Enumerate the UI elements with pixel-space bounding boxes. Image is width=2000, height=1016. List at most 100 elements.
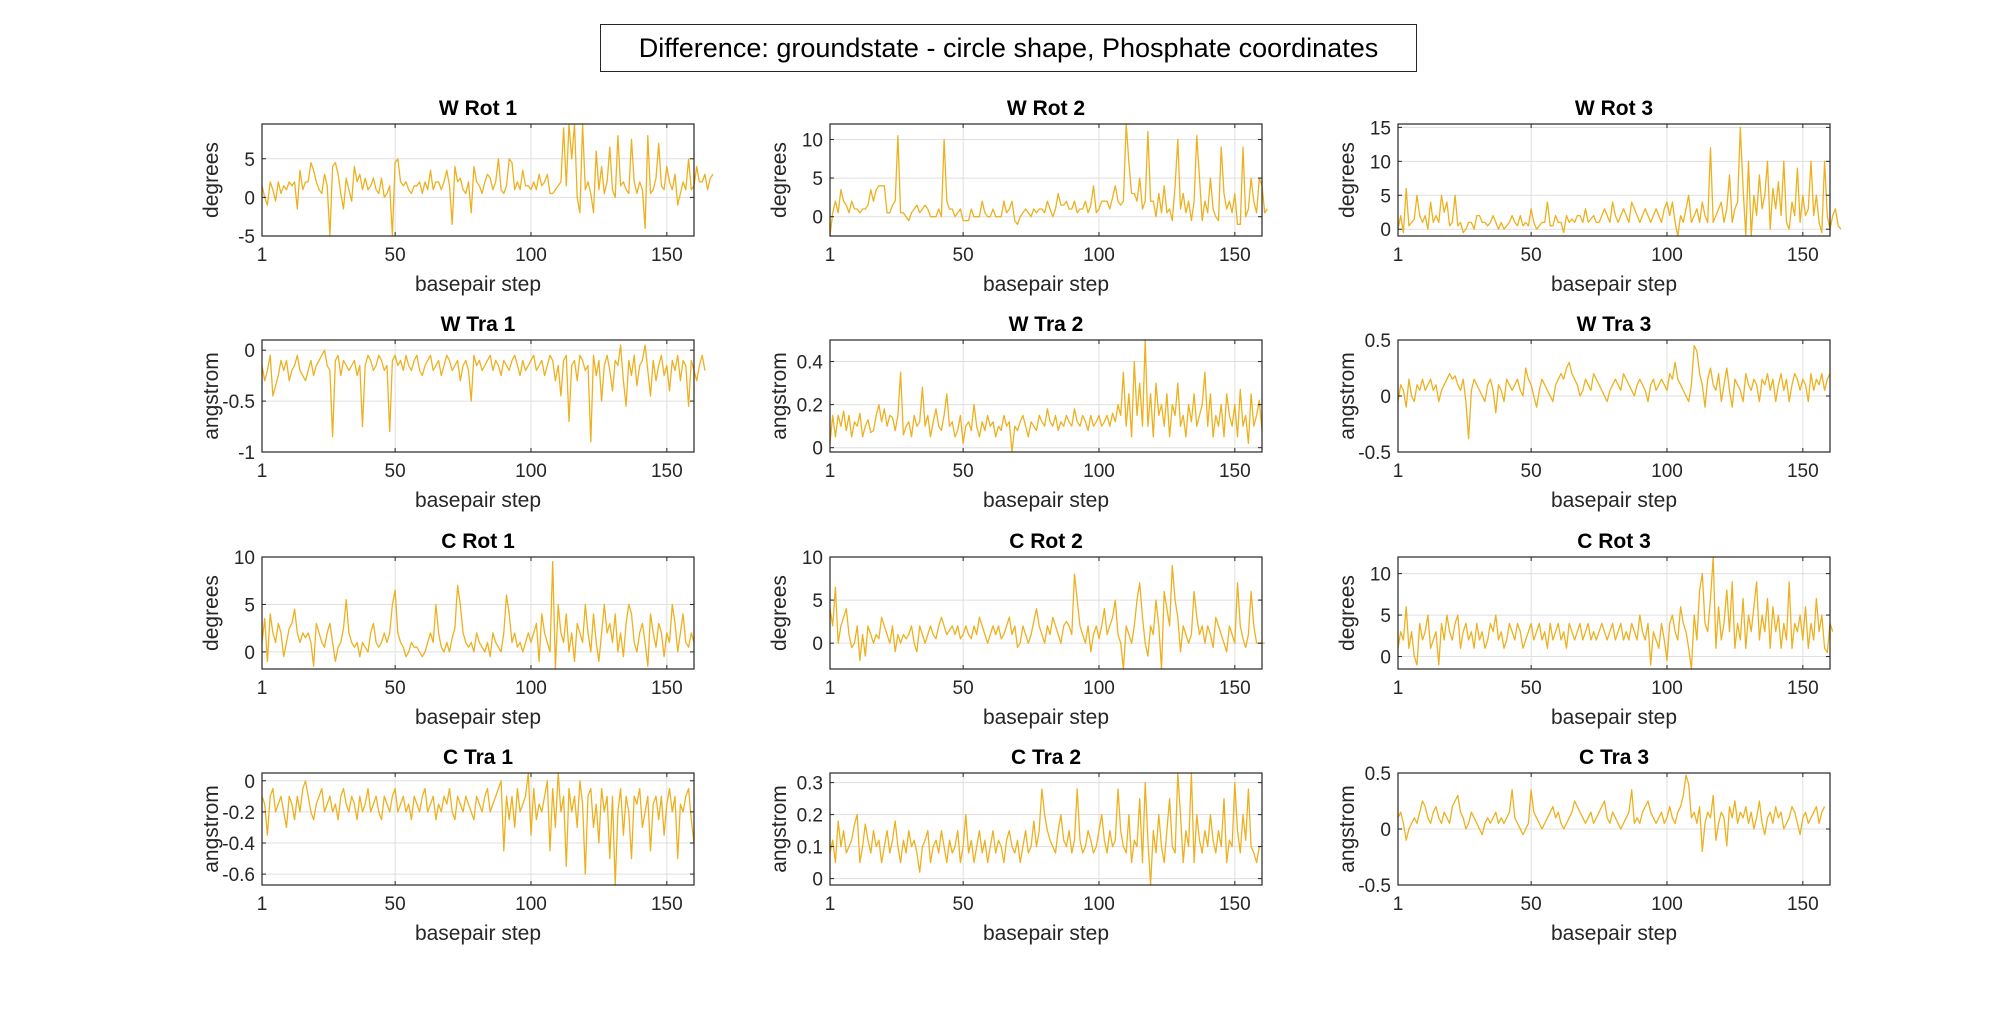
x-tick-label: 1: [1393, 245, 1404, 266]
y-tick-label: 0.2: [797, 396, 823, 417]
series-line: [261, 123, 714, 237]
subplot-title: W Tra 1: [441, 313, 516, 336]
y-tick-label: -5: [238, 227, 255, 248]
x-tick-label: 150: [1219, 461, 1251, 482]
y-tick-label: 0.5: [1365, 331, 1391, 352]
x-axis-label: basepair step: [1551, 706, 1677, 729]
x-tick-label: 1: [257, 245, 268, 266]
x-tick-label: 150: [1787, 245, 1819, 266]
y-tick-label: 0.5: [1365, 764, 1391, 785]
subplot-title: C Rot 2: [1009, 530, 1083, 553]
x-tick-label: 1: [257, 678, 268, 699]
y-tick-label: -0.5: [222, 392, 255, 413]
y-tick-label: 0: [1380, 648, 1391, 669]
x-tick-label: 150: [651, 678, 683, 699]
figure-title: Difference: groundstate - circle shape, …: [600, 24, 1417, 72]
x-tick-label: 50: [953, 678, 974, 699]
y-axis-label: degrees: [1336, 142, 1359, 218]
x-tick-label: 50: [385, 894, 406, 915]
x-axis-label: basepair step: [415, 489, 541, 512]
y-axis-label: degrees: [1336, 575, 1359, 651]
x-tick-label: 1: [1393, 461, 1404, 482]
axes-box: [261, 123, 695, 237]
axes-box: [1397, 556, 1831, 670]
y-tick-label: 0: [244, 341, 255, 362]
x-tick-label: 50: [1521, 678, 1542, 699]
axes-box: [829, 123, 1263, 237]
subplot-title: W Tra 2: [1009, 313, 1084, 336]
plot-area: [830, 773, 1262, 885]
x-tick-label: 100: [1083, 461, 1115, 482]
x-tick-label: 100: [515, 245, 547, 266]
x-tick-label: 150: [1219, 678, 1251, 699]
x-tick-label: 150: [651, 894, 683, 915]
y-tick-label: 0: [1380, 220, 1391, 241]
axes-box: [261, 772, 695, 886]
x-tick-label: 50: [385, 245, 406, 266]
y-tick-label: 0: [812, 439, 823, 460]
subplot-title: W Rot 1: [439, 97, 517, 120]
y-tick-label: 10: [802, 548, 823, 569]
y-axis-label: angstrom: [200, 352, 223, 440]
x-axis-label: basepair step: [983, 489, 1109, 512]
y-tick-label: 5: [244, 595, 255, 616]
y-tick-label: -1: [238, 443, 255, 464]
y-tick-label: 0.3: [797, 774, 823, 795]
y-tick-label: 10: [802, 130, 823, 151]
x-tick-label: 1: [1393, 678, 1404, 699]
y-tick-label: 0: [244, 188, 255, 209]
y-tick-label: -0.6: [222, 865, 255, 886]
x-axis-label: basepair step: [983, 706, 1109, 729]
y-axis-label: angstrom: [200, 785, 223, 873]
y-tick-label: 5: [812, 169, 823, 190]
x-tick-label: 50: [385, 678, 406, 699]
x-tick-label: 100: [1651, 461, 1683, 482]
plot-area: [262, 773, 694, 885]
y-axis-label: degrees: [768, 142, 791, 218]
series-line: [1397, 556, 1834, 670]
y-tick-label: 10: [234, 548, 255, 569]
subplot-title: W Rot 2: [1007, 97, 1085, 120]
y-axis-label: degrees: [200, 575, 223, 651]
plot-area: [1398, 124, 1830, 236]
x-tick-label: 100: [1083, 678, 1115, 699]
x-axis-label: basepair step: [415, 273, 541, 296]
y-tick-label: 0.1: [797, 838, 823, 859]
y-tick-label: -0.5: [1358, 443, 1391, 464]
y-tick-label: 0: [812, 634, 823, 655]
x-axis-label: basepair step: [415, 706, 541, 729]
y-tick-label: -0.2: [222, 803, 255, 824]
plot-area: [830, 124, 1262, 236]
y-axis-label: degrees: [200, 142, 223, 218]
x-tick-label: 150: [1219, 245, 1251, 266]
series-line: [1397, 774, 1826, 853]
y-tick-label: 0.4: [797, 353, 824, 374]
series-line: [261, 561, 695, 670]
subplot-title: C Tra 3: [1579, 746, 1649, 769]
x-tick-label: 50: [1521, 894, 1542, 915]
y-axis-label: angstrom: [1336, 785, 1359, 873]
axes-box: [829, 772, 1263, 886]
plot-area: [830, 557, 1262, 669]
x-tick-label: 150: [651, 245, 683, 266]
subplot-title: W Rot 3: [1575, 97, 1653, 120]
y-axis-label: angstrom: [1336, 352, 1359, 440]
x-tick-label: 100: [515, 461, 547, 482]
subplot-title: C Rot 1: [441, 530, 515, 553]
subplot-title: C Tra 2: [1011, 746, 1081, 769]
x-tick-label: 100: [1083, 894, 1115, 915]
y-tick-label: -0.4: [222, 834, 255, 855]
y-tick-label: 5: [1380, 186, 1391, 207]
x-tick-label: 50: [1521, 461, 1542, 482]
x-tick-label: 100: [1651, 678, 1683, 699]
x-tick-label: 50: [1521, 245, 1542, 266]
y-tick-label: 10: [1370, 152, 1391, 173]
x-tick-label: 100: [515, 894, 547, 915]
